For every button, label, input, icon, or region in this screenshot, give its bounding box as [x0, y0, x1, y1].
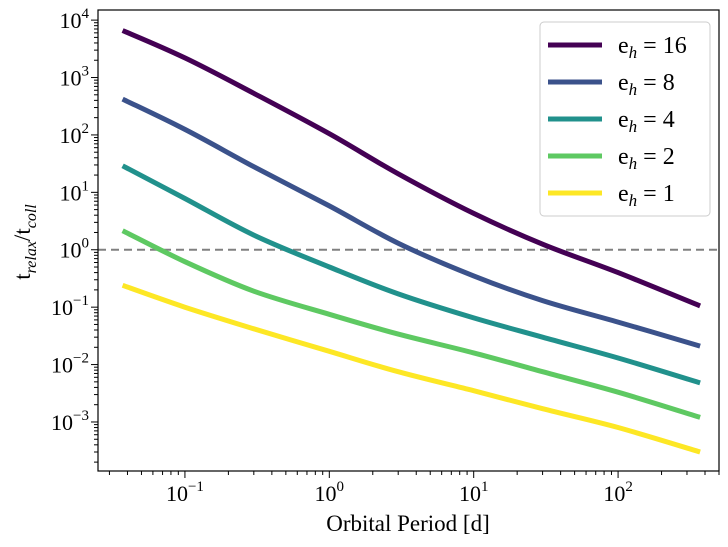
y-tick-base: 10 — [51, 410, 73, 435]
x-tick-label: 102 — [603, 479, 633, 506]
legend-label-4: eh = 1 — [618, 181, 675, 210]
legend-label-value: = 1 — [643, 181, 675, 207]
legend-label-main: e — [618, 33, 629, 59]
x-tick-base: 10 — [459, 481, 481, 506]
legend-label-main: e — [618, 181, 629, 207]
y-tick-label: 10−3 — [51, 408, 89, 435]
series-line-1 — [121, 96, 701, 349]
y-tick-label: 101 — [60, 178, 90, 205]
y-tick-base: 10 — [51, 353, 73, 378]
legend-label-value: = 8 — [643, 70, 675, 96]
y-tick-label: 102 — [60, 121, 90, 148]
legend-label-2: eh = 4 — [618, 107, 675, 136]
y-tick-exp: −1 — [73, 293, 89, 309]
x-tick-base: 10 — [315, 481, 337, 506]
x-tick-exp: 1 — [481, 479, 489, 495]
y-tick-exp: 2 — [82, 121, 90, 137]
y-tick-label: 10−1 — [51, 293, 89, 320]
x-tick-label: 101 — [459, 479, 489, 506]
series-line-3 — [121, 228, 701, 420]
y-axis-label: trelax/tcoll — [10, 204, 40, 280]
legend-label-value: = 2 — [643, 144, 675, 170]
legend-label-sub: h — [629, 191, 638, 210]
y-tick-base: 10 — [60, 180, 82, 205]
series-line-4 — [121, 282, 701, 455]
legend-label-main: e — [618, 107, 629, 133]
series-line-2 — [121, 163, 701, 386]
legend-label-sub: h — [629, 117, 638, 136]
legend-box — [539, 21, 711, 217]
y-tick-base: 10 — [60, 123, 82, 148]
legend-label-sub: h — [629, 80, 638, 99]
x-tick-label: 100 — [315, 479, 345, 506]
plot-frame — [97, 9, 720, 472]
legend-label-value: = 4 — [643, 107, 675, 133]
y-tick-base: 10 — [51, 295, 73, 320]
legend-label-sub: h — [629, 154, 638, 173]
legend-label-main: e — [618, 70, 629, 96]
plot-content — [98, 28, 719, 455]
legend-label-0: eh = 16 — [618, 33, 687, 62]
x-tick-base: 10 — [603, 481, 625, 506]
legend-label-3: eh = 2 — [618, 144, 675, 173]
y-tick-base: 10 — [60, 238, 82, 263]
legend-label-sub: h — [629, 43, 638, 62]
y-tick-exp: −3 — [73, 408, 89, 424]
y-tick-label: 10−2 — [51, 351, 89, 378]
x-tick-exp: 2 — [625, 479, 633, 495]
y-tick-label: 103 — [60, 64, 90, 91]
y-tick-label: 104 — [60, 6, 90, 33]
y-tick-exp: 4 — [82, 6, 90, 22]
y-tick-exp: 3 — [82, 64, 90, 80]
y-tick-exp: −2 — [73, 351, 89, 367]
legend-label-1: eh = 8 — [618, 70, 675, 99]
x-tick-base: 10 — [166, 481, 188, 506]
y-tick-label: 100 — [60, 236, 90, 263]
y-tick-exp: 0 — [82, 236, 90, 252]
x-tick-exp: 0 — [337, 479, 345, 495]
x-axis-label: Orbital Period [d] — [326, 511, 490, 536]
legend-label-main: e — [618, 144, 629, 170]
legend-label-value: = 16 — [643, 33, 687, 59]
y-tick-base: 10 — [60, 8, 82, 33]
x-tick-label: 10−1 — [166, 479, 204, 506]
series-line-0 — [121, 28, 702, 309]
x-tick-exp: −1 — [188, 479, 204, 495]
y-tick-base: 10 — [60, 66, 82, 91]
y-tick-exp: 1 — [82, 178, 90, 194]
